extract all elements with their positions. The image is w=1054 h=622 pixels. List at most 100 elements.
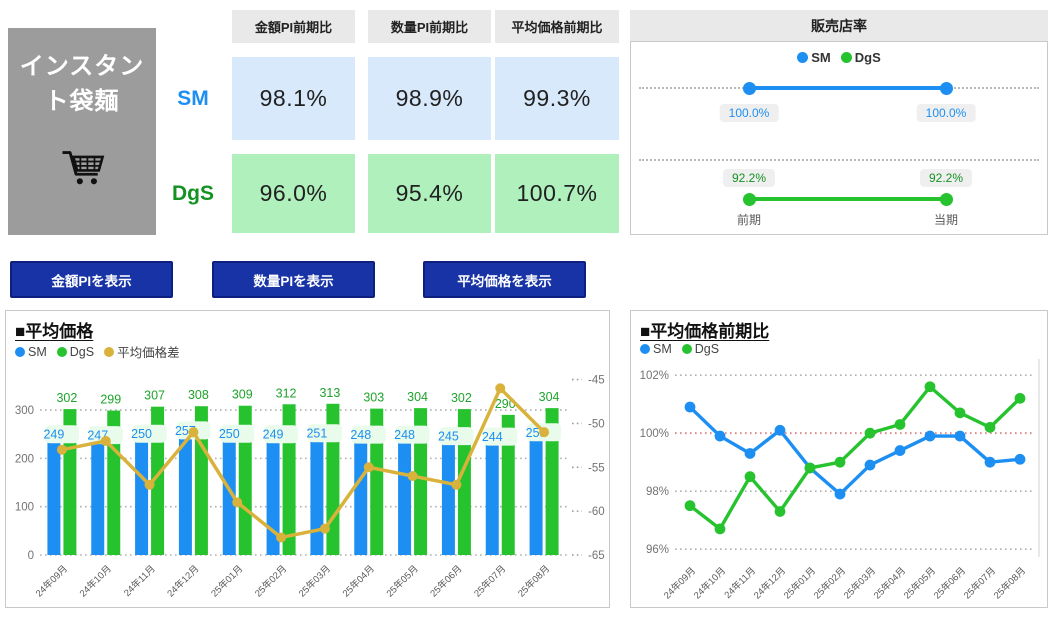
diff-point[interactable]	[144, 479, 155, 490]
bar-dgs[interactable]	[501, 414, 515, 555]
diff-point[interactable]	[276, 532, 287, 543]
dgs-curr-value: 92.2%	[919, 169, 973, 187]
kpi-value-dgs-quantity: 95.4%	[368, 154, 491, 233]
kpi-row-label-sm: SM	[177, 86, 209, 110]
sm-bar-label: 248	[394, 428, 415, 442]
ratio-point-SM[interactable]	[834, 488, 846, 500]
ratio-point-DgS[interactable]	[924, 381, 936, 393]
kpi-row-label-dgs: DgS	[172, 181, 214, 205]
bar-sm[interactable]	[178, 430, 192, 555]
diff-point[interactable]	[363, 462, 374, 473]
ratio-line-SM	[688, 405, 1021, 496]
ratio-point-DgS[interactable]	[804, 462, 816, 474]
legend-item-SM[interactable]: SM	[640, 342, 672, 356]
diff-point[interactable]	[56, 444, 67, 455]
ratio-point-DgS[interactable]	[744, 471, 756, 483]
show-amount-pi-button[interactable]: 金額PIを表示	[10, 261, 173, 298]
bar-dgs[interactable]	[370, 408, 384, 555]
bar-sm[interactable]	[485, 437, 499, 555]
diff-point[interactable]	[319, 523, 330, 534]
legend-item-SM[interactable]: SM	[15, 345, 47, 359]
bar-sm[interactable]	[222, 434, 236, 555]
dgs-bar-label: 304	[407, 390, 428, 404]
diff-point[interactable]	[407, 471, 418, 482]
ratio-point-DgS[interactable]	[714, 523, 726, 535]
svg-text:100%: 100%	[640, 428, 669, 440]
ratio-point-DgS[interactable]	[894, 419, 906, 430]
bar-sm[interactable]	[529, 432, 543, 555]
diff-point[interactable]	[539, 427, 550, 438]
legend-label: SM	[811, 50, 831, 65]
ratio-point-DgS[interactable]	[834, 456, 846, 468]
ratio-point-SM[interactable]	[714, 430, 726, 442]
diff-point[interactable]	[232, 497, 243, 508]
ratio-point-SM[interactable]	[924, 430, 936, 442]
show-avg-price-button[interactable]: 平均価格を表示	[423, 261, 586, 298]
ratio-point-DgS[interactable]	[1014, 392, 1026, 404]
bar-sm[interactable]	[398, 435, 412, 555]
x-axis-month-label: 24年09月	[661, 565, 698, 602]
ratio-point-SM[interactable]	[1014, 453, 1026, 465]
bar-sm[interactable]	[91, 435, 105, 555]
bar-sm[interactable]	[47, 434, 61, 555]
ratio-point-DgS[interactable]	[954, 407, 966, 419]
ratio-point-SM[interactable]	[894, 445, 906, 456]
period-label-curr: 当期	[933, 213, 959, 227]
svg-text:100: 100	[15, 502, 34, 514]
store-rate-title: 販売店率	[630, 10, 1048, 41]
legend-item-dgs[interactable]: DgS	[840, 50, 881, 65]
legend-item-DgS[interactable]: DgS	[56, 344, 95, 359]
bar-dgs[interactable]	[545, 408, 559, 555]
legend-item-DgS[interactable]: DgS	[681, 342, 719, 356]
bar-sm[interactable]	[310, 433, 324, 555]
ratio-point-DgS[interactable]	[684, 500, 696, 512]
x-axis-month-label: 24年12月	[751, 565, 788, 602]
avg-price-ratio-line-chart: 96%98%100%102%24年09月24年10月24年11月24年12月25…	[640, 359, 1040, 602]
ratio-point-DgS[interactable]	[864, 427, 876, 439]
legend-label: SM	[653, 342, 672, 356]
bar-dgs[interactable]	[414, 408, 428, 555]
bar-sm[interactable]	[266, 434, 280, 555]
ratio-point-SM[interactable]	[864, 459, 876, 471]
bar-dgs[interactable]	[151, 406, 165, 555]
bar-sm[interactable]	[354, 435, 368, 555]
sm-label-box	[264, 425, 299, 444]
ratio-point-DgS[interactable]	[774, 506, 786, 517]
ratio-point-SM[interactable]	[954, 430, 966, 442]
svg-text:0: 0	[28, 550, 34, 562]
bar-sm[interactable]	[441, 436, 455, 555]
ratio-point-DgS[interactable]	[984, 421, 996, 433]
series-dot-icon	[15, 346, 25, 357]
legend-label: DgS	[69, 344, 95, 359]
sm-label-box	[351, 425, 386, 444]
diff-point[interactable]	[188, 427, 199, 438]
ratio-point-SM[interactable]	[774, 424, 786, 436]
diff-point[interactable]	[100, 435, 111, 446]
bar-sm[interactable]	[135, 434, 149, 555]
product-title: インスタント袋麺	[19, 53, 145, 115]
ratio-point-SM[interactable]	[684, 401, 696, 413]
x-axis-month-label: 25年04月	[340, 563, 377, 600]
bar-dgs[interactable]	[238, 405, 252, 555]
show-quantity-pi-button[interactable]: 数量PIを表示	[212, 261, 375, 298]
bar-dgs[interactable]	[457, 409, 471, 555]
bar-dgs[interactable]	[63, 409, 77, 555]
diff-point[interactable]	[451, 479, 462, 490]
legend-item-sm[interactable]: SM	[797, 50, 831, 65]
ratio-point-SM[interactable]	[984, 456, 996, 468]
sm-dumbbell-line	[749, 86, 946, 90]
legend-item-平均価格差[interactable]: 平均価格差	[104, 342, 180, 361]
x-axis-month-label: 24年11月	[121, 563, 157, 599]
bar-dgs[interactable]	[194, 406, 208, 555]
sm-bar-label: 244	[482, 430, 503, 444]
svg-text:-60: -60	[588, 506, 605, 518]
sm-curr-dot	[940, 82, 953, 95]
sm-prev-value: 100.0%	[719, 104, 779, 122]
x-axis-month-label: 25年07月	[961, 565, 998, 602]
kpi-header-amount-pi: 金額PI前期比	[232, 10, 355, 43]
diff-point[interactable]	[495, 383, 506, 394]
sm-bar-label: 249	[263, 428, 284, 442]
dgs-dumbbell-line	[749, 197, 946, 201]
ratio-point-SM[interactable]	[744, 448, 756, 459]
